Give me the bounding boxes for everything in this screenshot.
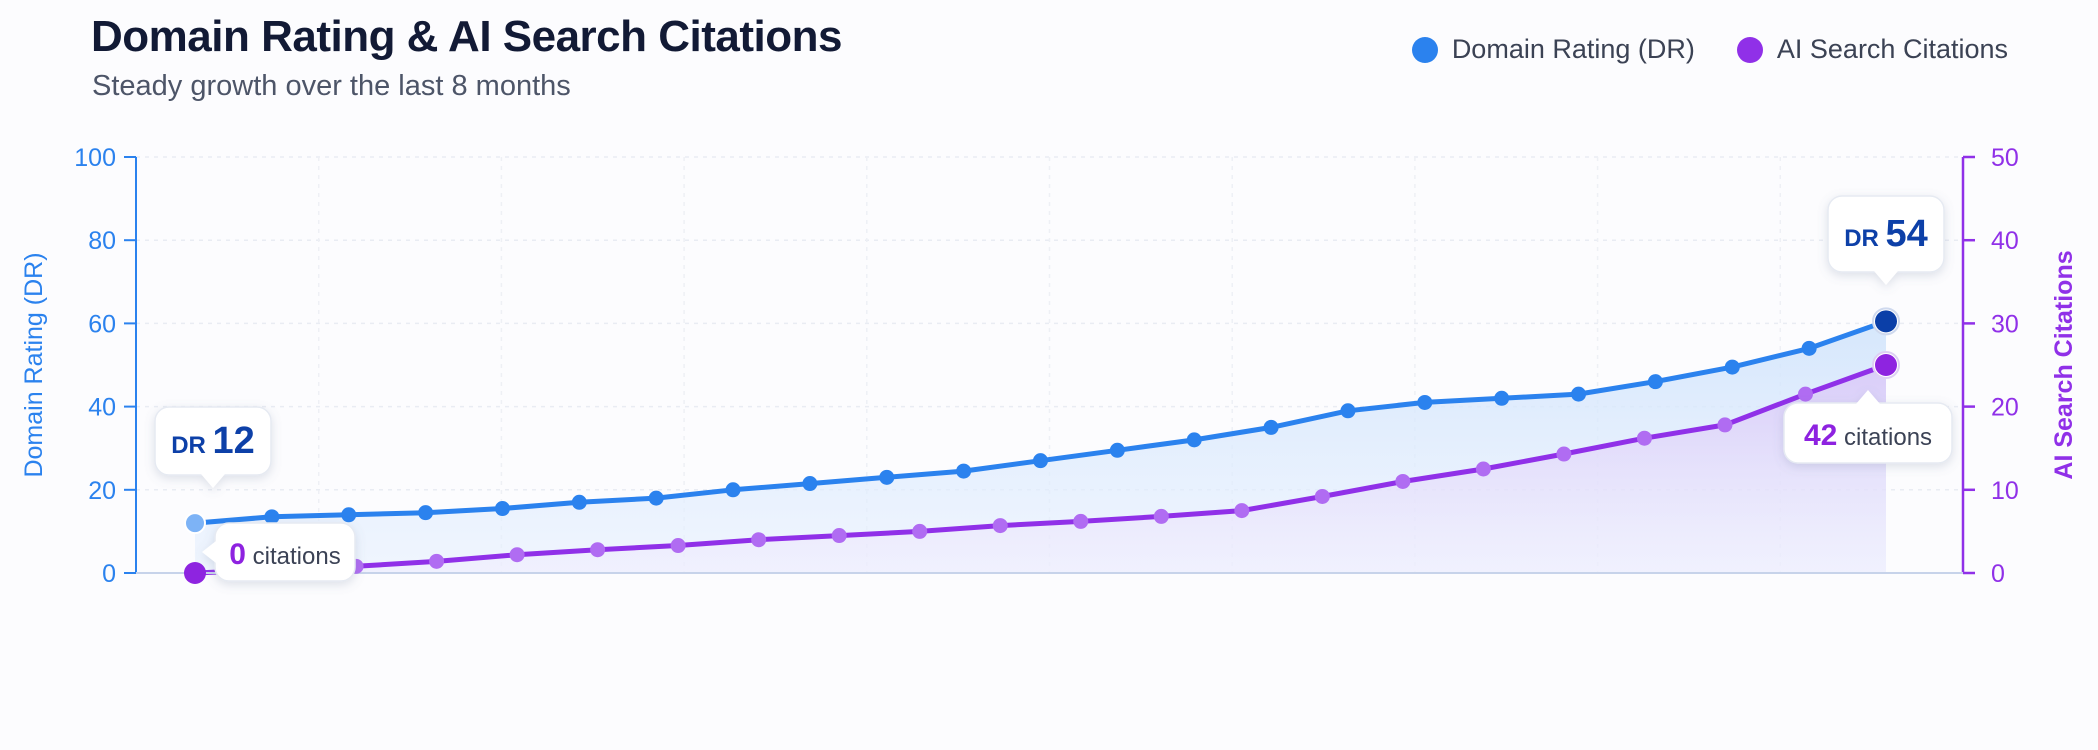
y2-tick-label: 30 <box>1991 310 2019 338</box>
dr-point <box>1875 310 1897 333</box>
dr-point <box>1494 390 1510 406</box>
callout-dr-end-pointer <box>1874 271 1898 285</box>
callout-dr-start-pointer <box>201 474 225 488</box>
dr-point <box>648 490 664 506</box>
y-tick-label: 80 <box>88 227 116 255</box>
y2-axis-title: AI Search Citations <box>2050 250 2078 479</box>
citations-point <box>1153 508 1169 524</box>
citations-point <box>1636 430 1652 446</box>
dr-point <box>956 463 972 479</box>
citations-point <box>1395 473 1411 489</box>
citations-point <box>912 523 928 539</box>
legend-swatch-citations <box>1736 36 1763 63</box>
dr-point <box>1571 386 1587 402</box>
citations-point <box>1314 488 1330 504</box>
legend-item-dr[interactable]: Domain Rating (DR) <box>1411 34 1695 65</box>
citations-point <box>590 542 606 558</box>
dr-point <box>1647 374 1663 390</box>
dr-point <box>1033 453 1048 469</box>
y-axis-title: Domain Rating (DR) <box>20 252 48 477</box>
citations-point <box>1717 417 1733 433</box>
y-tick-label: 100 <box>74 144 116 172</box>
dr-point <box>1801 340 1817 356</box>
dr-point <box>879 469 895 485</box>
dr-point <box>1417 394 1433 410</box>
y2-tick-label: 0 <box>1991 560 2005 588</box>
citations-point <box>751 532 767 548</box>
citations-point <box>429 553 445 569</box>
dr-point <box>1724 359 1740 375</box>
dr-point <box>494 501 510 517</box>
callout-citations-end-text: 42 citations <box>1804 419 1932 452</box>
citations-point <box>1875 354 1897 376</box>
citations-point <box>509 547 525 563</box>
callout-dr-start-text: DR 12 <box>171 420 255 462</box>
citations-point <box>1797 386 1813 402</box>
y-tick-label: 20 <box>88 477 116 505</box>
dr-point <box>264 509 280 525</box>
chart-legend: Domain Rating (DR) AI Search Citations <box>1411 34 2008 65</box>
citations-point <box>1234 503 1250 519</box>
citations-point <box>670 538 686 554</box>
callout-citations-start: 0 citations <box>202 522 356 582</box>
dr-point <box>802 476 818 492</box>
callout-citations-start-text: 0 citations <box>229 538 340 571</box>
dr-point <box>184 512 206 535</box>
legend-swatch-dr <box>1411 36 1438 63</box>
y2-tick-label: 40 <box>1991 227 2019 255</box>
callout-citations-end-pointer <box>1856 390 1880 404</box>
citations-area <box>195 365 1886 573</box>
callout-dr-end: DR 54 <box>1827 195 1945 285</box>
y-tick-label: 40 <box>88 394 116 422</box>
y-tick-label: 60 <box>88 310 116 338</box>
dr-point <box>341 507 357 523</box>
dr-point <box>1186 432 1202 448</box>
legend-item-citations[interactable]: AI Search Citations <box>1736 34 2008 65</box>
dr-point <box>571 494 587 510</box>
dr-point <box>418 505 434 521</box>
y2-tick-label: 10 <box>1991 477 2019 505</box>
citations-point <box>831 528 847 544</box>
legend-label-dr: Domain Rating (DR) <box>1451 34 1695 64</box>
dr-point <box>1340 403 1356 419</box>
citations-point <box>1073 513 1089 529</box>
citations-point <box>1475 461 1491 477</box>
y2-tick-label: 20 <box>1991 394 2019 422</box>
dr-point <box>1109 442 1125 458</box>
callout-dr-end-text: DR 54 <box>1844 213 1928 255</box>
citations-point <box>992 518 1008 534</box>
citations-series-line <box>192 362 1889 576</box>
y2-tick-label: 50 <box>1991 144 2019 172</box>
citations-point <box>1556 446 1572 462</box>
callout-dr-start: DR 12 <box>154 406 272 488</box>
citations-point <box>184 562 206 584</box>
chart-subtitle: Steady growth over the last 8 months <box>92 70 571 102</box>
chart-title: Domain Rating & AI Search Citations <box>91 12 842 61</box>
callout-citations-start-pointer <box>202 541 216 563</box>
legend-label-citations: AI Search Citations <box>1776 34 2008 64</box>
dr-point <box>1263 419 1279 435</box>
dr-point <box>725 482 741 498</box>
y-tick-label: 0 <box>102 560 116 588</box>
callout-citations-end: 42 citations <box>1783 390 1953 464</box>
